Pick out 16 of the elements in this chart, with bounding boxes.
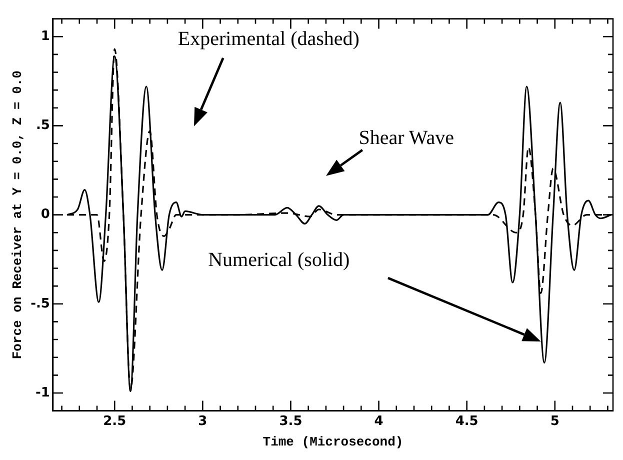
annotation: Experimental (dashed) [178, 26, 360, 51]
y-tick-label: -1 [36, 385, 50, 400]
x-tick-label: 2.5 [103, 414, 126, 429]
x-tick-label: 3 [198, 414, 208, 429]
y-tick-label: 1 [40, 28, 50, 44]
x-tick-label: 4 [374, 414, 384, 429]
x-tick-label: 4.5 [455, 414, 478, 429]
y-tick-label: .5 [36, 118, 50, 134]
y-axis-title: Force on Receiver at Y = 0.0, Z = 0.0 [10, 70, 26, 360]
y-tick-label: 0 [40, 207, 50, 222]
y-tick-label: -.5 [30, 296, 50, 312]
annotation: Shear Wave [358, 126, 454, 150]
x-axis-title: Time (Microsecond) [262, 434, 404, 450]
x-tick-label: 3.5 [279, 414, 302, 429]
annotation: Numerical (solid) [208, 248, 350, 272]
x-tick-label: 5 [550, 414, 560, 429]
